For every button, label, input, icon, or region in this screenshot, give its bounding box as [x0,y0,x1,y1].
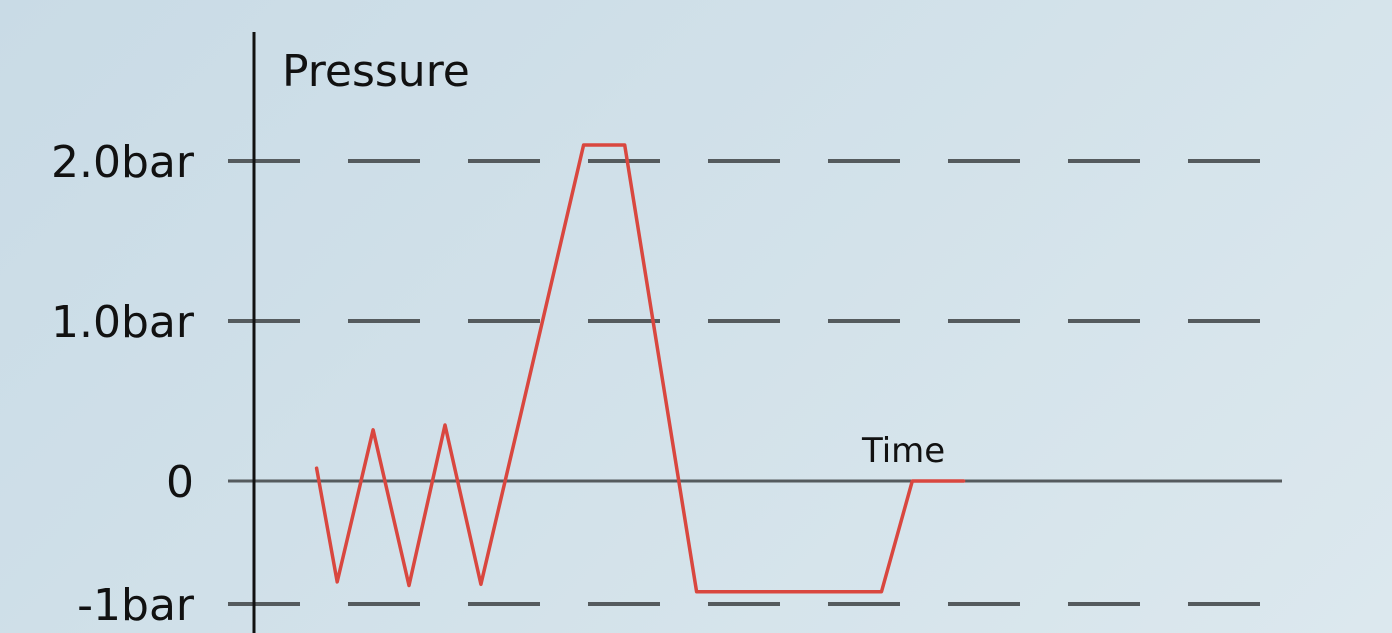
y-tick-label: -1bar [77,580,195,631]
y-tick-label: 1.0bar [51,297,195,348]
series-layer [314,143,966,594]
x-axis-title: Time [861,431,945,471]
gridlines [228,159,1282,606]
y-axis-title: Pressure [282,46,470,97]
y-tick-labels: 2.0bar 1.0bar 0 -1bar [51,137,195,631]
y-tick-label: 2.0bar [51,137,195,188]
y-tick-label: 0 [166,457,194,508]
series-line [314,143,966,594]
